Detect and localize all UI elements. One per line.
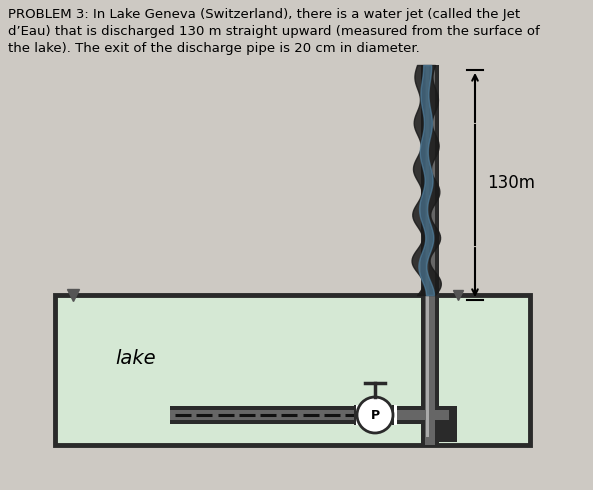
- Text: 130m: 130m: [487, 173, 535, 192]
- Bar: [170, 410, 449, 420]
- Text: lake: lake: [115, 348, 155, 368]
- Bar: [170, 406, 457, 424]
- Bar: [421, 406, 457, 442]
- Bar: [425, 295, 435, 445]
- Bar: [356, 405, 359, 425]
- Bar: [426, 65, 429, 437]
- Text: P: P: [371, 409, 380, 421]
- Bar: [354, 405, 359, 425]
- Bar: [55, 295, 530, 445]
- Bar: [394, 405, 397, 425]
- Bar: [392, 405, 397, 425]
- Circle shape: [357, 397, 393, 433]
- Bar: [421, 65, 439, 437]
- Bar: [55, 295, 530, 445]
- Bar: [425, 65, 435, 437]
- Bar: [421, 295, 439, 445]
- Text: PROBLEM 3: In Lake Geneva (Switzerland), there is a water jet (called the Jet
d’: PROBLEM 3: In Lake Geneva (Switzerland),…: [8, 8, 540, 55]
